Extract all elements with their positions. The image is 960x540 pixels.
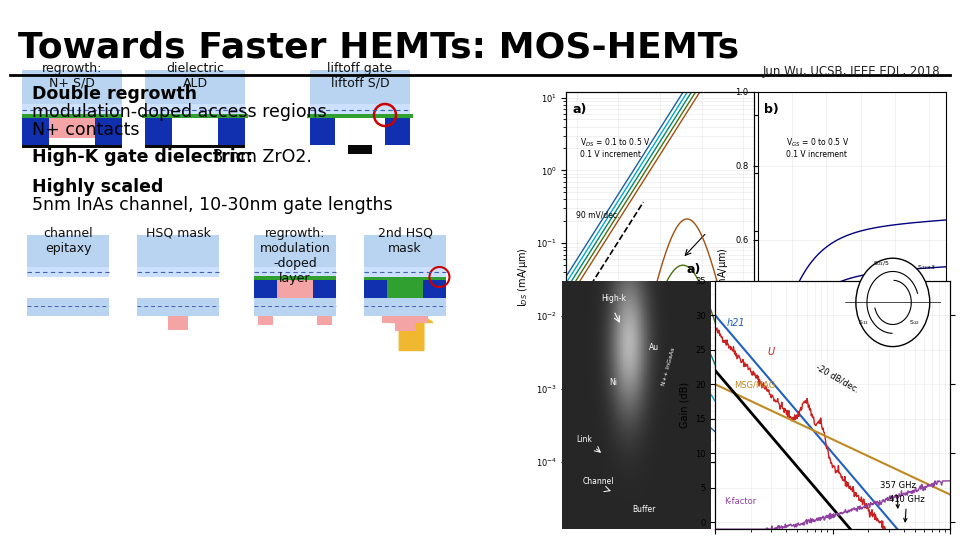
Text: liftoff gate
liftoff S/D: liftoff gate liftoff S/D bbox=[327, 62, 393, 90]
Bar bbox=[254, 267, 336, 277]
Text: Highly scaled: Highly scaled bbox=[32, 178, 163, 196]
Y-axis label: I$_{DS}$ (mA/μm): I$_{DS}$ (mA/μm) bbox=[716, 247, 730, 307]
Bar bbox=[313, 279, 336, 305]
Text: Ni: Ni bbox=[610, 378, 617, 387]
Text: Channel: Channel bbox=[583, 477, 614, 487]
Bar bbox=[385, 118, 410, 145]
Bar bbox=[137, 267, 219, 277]
Text: 90 mV/dec.: 90 mV/dec. bbox=[576, 210, 619, 219]
Text: N+ contacts: N+ contacts bbox=[32, 121, 139, 139]
Text: Towards Faster HEMTs: MOS-HEMTs: Towards Faster HEMTs: MOS-HEMTs bbox=[18, 30, 739, 64]
Bar bbox=[254, 298, 336, 316]
Bar bbox=[27, 298, 109, 316]
Bar bbox=[22, 113, 122, 118]
Text: -20 dB/dec.: -20 dB/dec. bbox=[814, 363, 860, 395]
Bar bbox=[348, 145, 372, 154]
Text: S$_{11}$: S$_{11}$ bbox=[857, 319, 869, 327]
Bar bbox=[254, 279, 276, 305]
Bar bbox=[364, 267, 446, 277]
Text: V$_{DS}$ = 0.1 to 0.5 V
0.1 V increment: V$_{DS}$ = 0.1 to 0.5 V 0.1 V increment bbox=[580, 136, 650, 159]
Bar bbox=[95, 117, 122, 145]
Text: K-factor: K-factor bbox=[725, 497, 756, 507]
Text: N++ InGaAs: N++ InGaAs bbox=[661, 347, 676, 386]
Bar bbox=[145, 70, 245, 104]
Bar bbox=[145, 104, 245, 115]
Bar bbox=[168, 316, 188, 330]
Y-axis label: Gain (dB): Gain (dB) bbox=[680, 382, 689, 428]
Bar bbox=[258, 316, 273, 325]
FancyArrow shape bbox=[390, 308, 433, 350]
Bar bbox=[387, 279, 423, 299]
Text: High-k: High-k bbox=[601, 294, 626, 303]
Bar bbox=[382, 316, 428, 323]
Bar bbox=[254, 235, 336, 267]
Bar bbox=[172, 117, 218, 132]
Y-axis label: g$_m$ (mS/μm): g$_m$ (mS/μm) bbox=[776, 247, 790, 307]
Text: 3 nm ZrO2.: 3 nm ZrO2. bbox=[206, 148, 312, 166]
Circle shape bbox=[856, 258, 929, 347]
Text: b): b) bbox=[764, 103, 779, 116]
Text: regrowth:
N+ S/D: regrowth: N+ S/D bbox=[42, 62, 102, 90]
Bar bbox=[22, 70, 122, 104]
Bar bbox=[22, 104, 122, 115]
Bar bbox=[364, 305, 446, 308]
Bar bbox=[27, 267, 109, 277]
Text: regrowth:
modulation
-doped
layer: regrowth: modulation -doped layer bbox=[259, 227, 330, 285]
Bar bbox=[22, 145, 122, 148]
Bar bbox=[276, 279, 313, 298]
Text: 20: 20 bbox=[931, 513, 950, 528]
Bar bbox=[396, 323, 415, 332]
Bar bbox=[307, 113, 413, 118]
Bar bbox=[145, 145, 245, 148]
Text: a): a) bbox=[572, 103, 587, 116]
Bar bbox=[49, 117, 95, 138]
Bar bbox=[137, 298, 219, 316]
Text: S$_{12}$x3: S$_{12}$x3 bbox=[917, 264, 935, 272]
Text: a): a) bbox=[687, 263, 702, 276]
Text: MSG/MAG: MSG/MAG bbox=[734, 381, 776, 390]
Bar bbox=[27, 235, 109, 267]
Bar bbox=[364, 235, 446, 267]
Text: Double regrowth: Double regrowth bbox=[32, 85, 197, 103]
Bar bbox=[364, 279, 387, 305]
X-axis label: V$_{DS}$ (V): V$_{DS}$ (V) bbox=[834, 486, 870, 500]
Bar bbox=[145, 117, 172, 145]
Text: S$_{21}$/5: S$_{21}$/5 bbox=[874, 259, 890, 268]
Bar bbox=[218, 117, 245, 145]
Bar bbox=[137, 235, 219, 267]
X-axis label: V$_{GS}$ (V): V$_{GS}$ (V) bbox=[642, 486, 678, 500]
Text: dielectric
ALD: dielectric ALD bbox=[166, 62, 224, 90]
Bar bbox=[364, 298, 446, 316]
Bar bbox=[169, 305, 187, 327]
Bar bbox=[22, 117, 49, 145]
Text: 357 GHz: 357 GHz bbox=[879, 481, 916, 508]
Bar bbox=[310, 118, 335, 145]
Text: Buffer: Buffer bbox=[632, 505, 655, 514]
Y-axis label: I$_{DS}$ (mA/μm): I$_{DS}$ (mA/μm) bbox=[516, 247, 530, 307]
Text: Au: Au bbox=[649, 343, 659, 353]
Bar bbox=[254, 275, 336, 280]
Bar bbox=[142, 113, 248, 118]
Text: 5nm InAs channel, 10-30nm gate lengths: 5nm InAs channel, 10-30nm gate lengths bbox=[32, 196, 393, 214]
Bar bbox=[254, 305, 336, 308]
Bar bbox=[364, 277, 446, 280]
Text: Jun Wu, UCSB, IEEE EDL, 2018: Jun Wu, UCSB, IEEE EDL, 2018 bbox=[762, 65, 940, 78]
Text: Link: Link bbox=[576, 435, 592, 444]
Text: 2nd HSQ
mask: 2nd HSQ mask bbox=[377, 227, 433, 255]
Text: S$_{22}$: S$_{22}$ bbox=[909, 319, 921, 327]
Text: High-K gate dielectric:: High-K gate dielectric: bbox=[32, 148, 252, 166]
Text: h21: h21 bbox=[727, 318, 746, 328]
Text: 410 GHz: 410 GHz bbox=[889, 495, 924, 522]
Bar bbox=[310, 70, 410, 104]
Bar bbox=[423, 279, 446, 305]
Text: channel
epitaxy: channel epitaxy bbox=[43, 227, 93, 255]
Bar bbox=[317, 316, 332, 325]
Text: modulation-doped access regions: modulation-doped access regions bbox=[32, 103, 326, 121]
Text: U: U bbox=[767, 347, 774, 357]
Text: V$_{GS}$ = 0 to 0.5 V
0.1 V increment: V$_{GS}$ = 0 to 0.5 V 0.1 V increment bbox=[786, 136, 850, 159]
Text: HSQ mask: HSQ mask bbox=[146, 227, 210, 240]
Bar bbox=[310, 104, 410, 115]
